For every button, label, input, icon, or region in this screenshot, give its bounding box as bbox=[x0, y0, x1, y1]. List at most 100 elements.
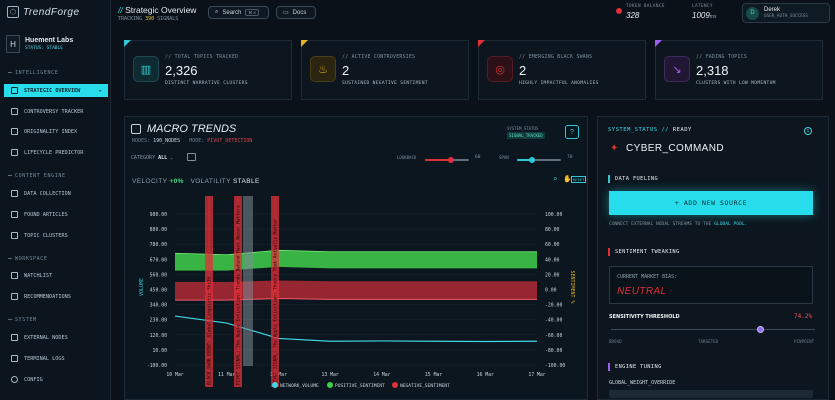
kpi-label: // TOTAL TOPICS TRACKED bbox=[165, 55, 239, 60]
sidebar-item-config[interactable]: CONFIG bbox=[4, 373, 108, 386]
x-tick-label: 10 Mar bbox=[166, 372, 183, 378]
search-button[interactable]: ⌕ Search ⌘ K bbox=[208, 6, 269, 19]
zoom-icon[interactable]: ⌕ bbox=[553, 175, 558, 183]
chevron-right-icon: ▸ bbox=[98, 87, 102, 94]
sidebar-item-found-articles[interactable]: FOUND ARTICLES bbox=[4, 208, 108, 221]
annotation-label: PIVOT SIGNAL: The Apple Extinction: Tren… bbox=[236, 205, 242, 385]
connect-note: CONNECT EXTERNAL NODAL STREAMS TO THE GL… bbox=[609, 222, 748, 227]
annotation-flag bbox=[205, 196, 213, 387]
add-source-button[interactable]: + ADD NEW SOURCE bbox=[609, 191, 813, 215]
category-filter[interactable]: CATEGORY ALL ⌄ bbox=[131, 155, 174, 161]
engine-tuning-heading: ENGINE TUNING bbox=[608, 363, 662, 371]
pan-icon[interactable]: ✋ bbox=[563, 175, 572, 183]
shield-icon bbox=[11, 87, 18, 94]
reset-button[interactable]: RESET bbox=[571, 176, 587, 183]
kpi-card-black-swans[interactable]: ◎ // EMERGING BLACK SWANS 2 HIGHLY IMPAC… bbox=[478, 40, 646, 100]
sidebar-item-recommendations[interactable]: RECOMMENDATIONS bbox=[4, 290, 108, 303]
fullscreen-icon[interactable] bbox=[187, 153, 196, 161]
y2-tick-label: 40.00 bbox=[545, 257, 560, 263]
y-tick-label: 10.00 bbox=[153, 348, 168, 354]
docs-button[interactable]: ▭ Docs bbox=[276, 6, 316, 19]
token-status-dot bbox=[616, 8, 622, 14]
terminal-icon bbox=[11, 355, 18, 362]
sensitivity-slider-knob[interactable] bbox=[757, 326, 764, 333]
annotation-label: PIVOT SIGNAL: The Apple Extinction: Theo… bbox=[273, 218, 279, 385]
y-tick-label: 120.00 bbox=[150, 333, 167, 339]
sidebar-item-originality-index[interactable]: ORIGINALITY INDEX bbox=[4, 125, 108, 138]
chart-icon bbox=[11, 108, 18, 115]
kpi-label: // FADING TOPICS bbox=[696, 55, 748, 60]
user-status: USER_AUTH_SUCCESS bbox=[764, 14, 808, 19]
sidebar-item-label: FOUND ARTICLES bbox=[24, 211, 68, 218]
sidebar-item-controversy-tracker[interactable]: CONTROVERSY TRACKER bbox=[4, 105, 108, 118]
y2-tick-label: 60.00 bbox=[545, 242, 560, 248]
user-menu[interactable]: D Derek USER_AUTH_SUCCESS bbox=[742, 3, 830, 23]
system-status-badge: SYSTEM_STATUS SIGNAL_TRACKED bbox=[507, 126, 545, 139]
sidebar-item-label: LIFECYCLE PREDICTOR bbox=[24, 149, 84, 156]
sentiment-tweaking-heading: SENTIMENT TWEAKING bbox=[608, 248, 680, 256]
y-tick-label: 560.00 bbox=[150, 272, 167, 278]
annotation-flag bbox=[271, 196, 279, 387]
x-tick-label: 16 Mar bbox=[477, 372, 494, 378]
org-avatar: H bbox=[6, 35, 20, 53]
token-balance: TOKEN BALANCE 328 bbox=[626, 4, 665, 20]
org-status: STATUS: STABLE bbox=[25, 46, 63, 51]
sidebar-item-external-nodes[interactable]: EXTERNAL NODES bbox=[4, 331, 108, 344]
y2-tick-label: -80.00 bbox=[545, 348, 562, 354]
y2-tick-label: 100.00 bbox=[545, 212, 562, 218]
y-tick-label: 980.00 bbox=[150, 212, 167, 218]
nav-section-content-engine: CONTENT ENGINE bbox=[8, 173, 66, 179]
latency: LATENCY 1009ms bbox=[692, 4, 717, 20]
sidebar-item-lifecycle-predictor[interactable]: LIFECYCLE PREDICTOR bbox=[4, 146, 108, 159]
info-icon[interactable]: i bbox=[804, 127, 812, 135]
sidebar-item-terminal-logs[interactable]: TERMINAL LOGS bbox=[4, 352, 108, 365]
bar-chart-icon: ▥ bbox=[133, 56, 159, 82]
search-shortcut: ⌘ K bbox=[245, 9, 260, 16]
sidebar-item-label: TOPIC CLUSTERS bbox=[24, 232, 68, 239]
sidebar-item-strategic-overview[interactable]: STRATEGIC OVERVIEW ▸ bbox=[4, 84, 108, 97]
bias-value: NEUTRAL bbox=[617, 286, 667, 297]
span-slider[interactable] bbox=[517, 157, 561, 163]
lookback-value: 60 bbox=[475, 155, 481, 160]
kpi-card-active-controversies[interactable]: ♨ // ACTIVE CONTROVERSIES 2 SUSTAINED NE… bbox=[301, 40, 469, 100]
sidebar-item-watchlist[interactable]: WATCHLIST bbox=[4, 269, 108, 282]
span-value: 70 bbox=[567, 155, 573, 160]
sidebar-item-label: TERMINAL LOGS bbox=[24, 355, 65, 362]
trend-down-icon: ↘ bbox=[664, 56, 690, 82]
chevron-down-icon: ⌄ bbox=[170, 155, 174, 161]
right-panel-title: CYBER_COMMAND bbox=[626, 143, 724, 154]
macro-trends-panel: MACRO TRENDS NODES: 190_NODES MODE: PIVO… bbox=[124, 116, 588, 400]
app-logo[interactable]: ⬡ TrendForge bbox=[7, 6, 80, 18]
kpi-card-fading-topics[interactable]: ↘ // FADING TOPICS 2,318 CLUSTERS WITH L… bbox=[655, 40, 823, 100]
flame-icon: ♨ bbox=[310, 56, 336, 82]
app-name: TrendForge bbox=[23, 6, 80, 18]
sidebar-item-label: STRATEGIC OVERVIEW bbox=[24, 87, 81, 94]
x-tick-label: 17 Mar bbox=[528, 372, 545, 378]
gear-icon bbox=[11, 376, 18, 383]
velocity-readout: VELOCITY +0% VOLATILITY STABLE bbox=[132, 178, 260, 185]
y-tick-label: 670.00 bbox=[150, 257, 167, 263]
global-weight-slider[interactable] bbox=[609, 390, 813, 398]
sidebar-item-label: EXTERNAL NODES bbox=[24, 334, 68, 341]
sidebar-item-data-collection[interactable]: DATA COLLECTION bbox=[4, 187, 108, 200]
y2-axis-title: SENTIMENT % bbox=[569, 270, 575, 303]
help-button[interactable]: ? bbox=[565, 125, 579, 139]
global-weight-label: GLOBAL_WEIGHT_OVERRIDE bbox=[609, 380, 676, 386]
search-label: Search bbox=[222, 9, 242, 16]
kpi-label: // EMERGING BLACK SWANS bbox=[519, 55, 593, 60]
tick-targeted: TARGETED bbox=[698, 339, 719, 344]
lookback-slider[interactable] bbox=[425, 157, 469, 163]
sidebar-item-label: CONFIG bbox=[24, 376, 43, 383]
sidebar-item-label: WATCHLIST bbox=[24, 272, 53, 279]
sidebar-item-topic-clusters[interactable]: TOPIC CLUSTERS bbox=[4, 229, 108, 242]
legend-swatch bbox=[327, 382, 333, 388]
nav-section-workspace: WORKSPACE bbox=[8, 256, 48, 262]
sensitivity-slider[interactable] bbox=[611, 329, 815, 330]
org-switcher[interactable]: H Huement Labs STATUS: STABLE bbox=[6, 33, 106, 55]
kpi-card-total-topics[interactable]: ▥ // TOTAL TOPICS TRACKED 2,326 DISTINCT… bbox=[124, 40, 292, 100]
cyber-command-icon: ✦ bbox=[610, 143, 619, 154]
y-tick-label: 340.00 bbox=[150, 303, 167, 309]
y-tick-label: 780.00 bbox=[150, 242, 167, 248]
sensitivity-label: SENSITIVITY THRESHOLD bbox=[609, 314, 680, 320]
sensitivity-value: 74.2% bbox=[794, 313, 813, 320]
